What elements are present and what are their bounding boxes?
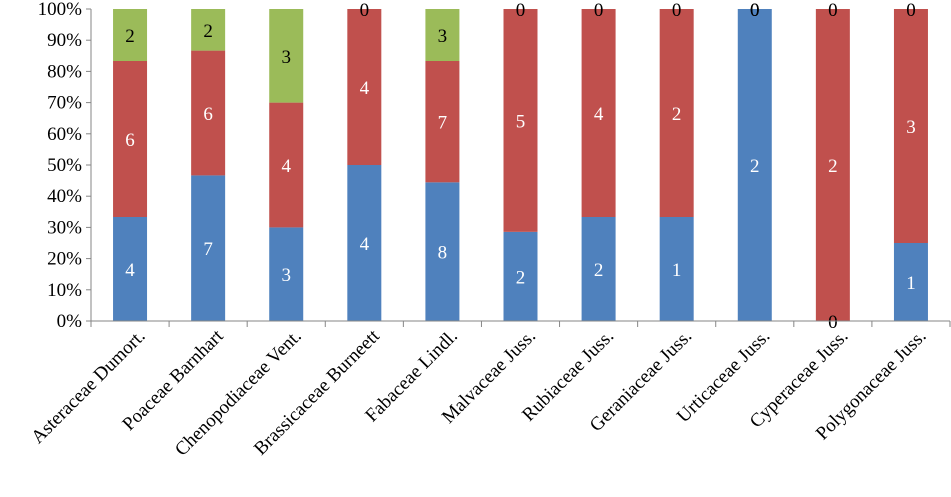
data-label: 0 (750, 0, 760, 21)
data-label: 6 (125, 130, 135, 151)
bar-segment (893, 9, 928, 243)
y-tick-label: 10% (47, 280, 82, 301)
bar-segment (893, 243, 928, 321)
data-label: 7 (203, 239, 213, 260)
y-tick-label: 30% (47, 217, 82, 238)
data-label: 3 (281, 47, 291, 68)
bar-segment (659, 217, 694, 321)
data-label: 0 (828, 0, 838, 21)
bar-segment (113, 61, 148, 217)
data-label: 0 (828, 312, 838, 333)
data-label: 0 (672, 0, 682, 21)
bar-segment (191, 9, 226, 51)
data-label: 3 (906, 117, 916, 138)
data-label: 2 (828, 156, 838, 177)
bar-segment (113, 9, 148, 61)
bar-segment (269, 9, 304, 103)
data-label: 0 (594, 0, 604, 21)
data-label: 2 (672, 104, 682, 125)
bars (113, 9, 928, 321)
data-label: 2 (203, 21, 213, 42)
bar-segment (737, 9, 772, 321)
bar-segment (425, 182, 460, 321)
data-label: 8 (438, 243, 448, 264)
data-label: 5 (516, 111, 526, 132)
data-label: 4 (281, 156, 291, 177)
data-label: 3 (281, 265, 291, 286)
y-tick-label: 20% (47, 249, 82, 270)
data-label: 2 (750, 156, 760, 177)
bar-segment (347, 9, 382, 165)
x-axis-ticks (90, 321, 951, 327)
y-tick-label: 40% (47, 186, 82, 207)
data-label: 4 (594, 104, 604, 125)
data-label: 0 (516, 0, 526, 21)
data-label: 0 (906, 0, 916, 21)
bar-segment (269, 102, 304, 228)
bar-segment (191, 50, 226, 176)
data-label: 0 (360, 0, 370, 21)
data-label: 2 (594, 260, 604, 281)
bar-segment (113, 217, 148, 321)
data-label: 6 (203, 104, 213, 125)
y-tick-label: 80% (47, 61, 82, 82)
data-label: 0 (750, 0, 760, 21)
bar-segment (191, 175, 226, 321)
y-tick-label: 100% (38, 0, 83, 20)
y-axis-ticks: 0% 10% 20% 30% 40% 50% 60% 70% 80% 90% 100% (38, 0, 91, 332)
bar-segment (425, 61, 460, 183)
data-label: 4 (125, 260, 135, 281)
data-label: 2 (516, 267, 526, 288)
y-tick-label: 70% (47, 93, 82, 114)
bar-segment (425, 9, 460, 61)
data-label: 4 (360, 234, 370, 255)
y-tick-label: 0% (57, 311, 83, 332)
data-label: 7 (438, 113, 448, 134)
y-tick-label: 60% (47, 124, 82, 145)
data-label: 1 (906, 273, 916, 294)
y-tick-label: 50% (47, 155, 82, 176)
bar-segment (581, 9, 616, 217)
x-axis-category-labels: Asteraceae Dumort.Poaceae BarnhartChenop… (27, 325, 930, 460)
bar-segment (347, 165, 382, 321)
bar-segment (581, 217, 616, 321)
bar-segment (659, 9, 694, 217)
bar-segment (269, 227, 304, 321)
bar-segment (815, 9, 850, 321)
data-label: 2 (125, 26, 135, 47)
bar-segment (503, 231, 538, 321)
bar-segment (503, 9, 538, 232)
data-label: 1 (672, 260, 682, 281)
data-label: 4 (360, 78, 370, 99)
data-label: 3 (438, 26, 448, 47)
y-tick-label: 90% (47, 30, 82, 51)
